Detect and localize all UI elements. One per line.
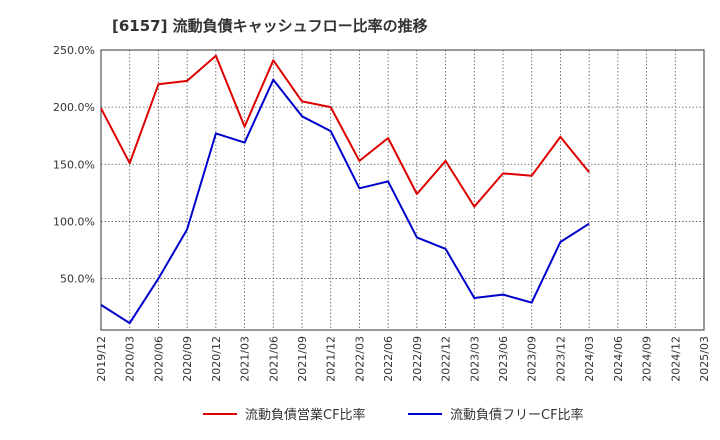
x-tick-label: 2020/09: [181, 336, 194, 382]
x-tick-label: 2024/06: [612, 336, 625, 382]
series-line-2: [100, 78, 590, 325]
plot-area: 50.0% 100.0% 150.0% 200.0% 250.0% 2019/12 2020…: [53, 44, 711, 382]
x-tick-label: 2022/09: [411, 336, 424, 382]
x-tick-label: 2022/06: [382, 336, 395, 382]
x-tick-label: 2023/06: [497, 336, 510, 382]
legend-label-2: 流動負債フリーCF比率: [450, 407, 584, 423]
chart-title: [6157] 流動負債キャッシュフロー比率の推移: [112, 17, 428, 35]
legend: 流動負債営業CF比率 流動負債フリーCF比率: [203, 407, 584, 423]
x-tick-label: 2021/03: [239, 336, 252, 382]
x-tick-label: 2020/06: [152, 336, 165, 382]
x-tick-label: 2023/12: [554, 336, 567, 382]
plot-background: [101, 50, 704, 330]
x-tick-label: 2021/06: [267, 336, 280, 382]
y-tick-label: 100.0%: [53, 215, 95, 228]
x-tick-label: 2020/12: [210, 336, 223, 382]
x-tick-label: 2024/12: [669, 336, 682, 382]
x-tick-label: 2024/03: [583, 336, 596, 382]
x-tick-label: 2022/12: [440, 336, 453, 382]
y-tick-label: 150.0%: [53, 158, 95, 171]
x-tick-label: 2021/09: [296, 336, 309, 382]
x-tick-label: 2020/03: [124, 336, 137, 382]
x-tick-label: 2019/12: [95, 336, 108, 382]
y-tick-label: 250.0%: [53, 44, 95, 57]
x-tick-label: 2022/03: [353, 336, 366, 382]
plot-frame: [100, 49, 705, 331]
series-line-1: [100, 54, 590, 208]
x-tick-label: 2023/03: [468, 336, 481, 382]
x-tick-label: 2024/09: [641, 336, 654, 382]
x-tick-label: 2021/12: [325, 336, 338, 382]
x-tick-label: 2025/03: [698, 336, 711, 382]
y-tick-label: 50.0%: [60, 273, 95, 286]
legend-label-1: 流動負債営業CF比率: [245, 407, 366, 423]
y-tick-label: 200.0%: [53, 101, 95, 114]
x-tick-label: 2023/09: [526, 336, 539, 382]
